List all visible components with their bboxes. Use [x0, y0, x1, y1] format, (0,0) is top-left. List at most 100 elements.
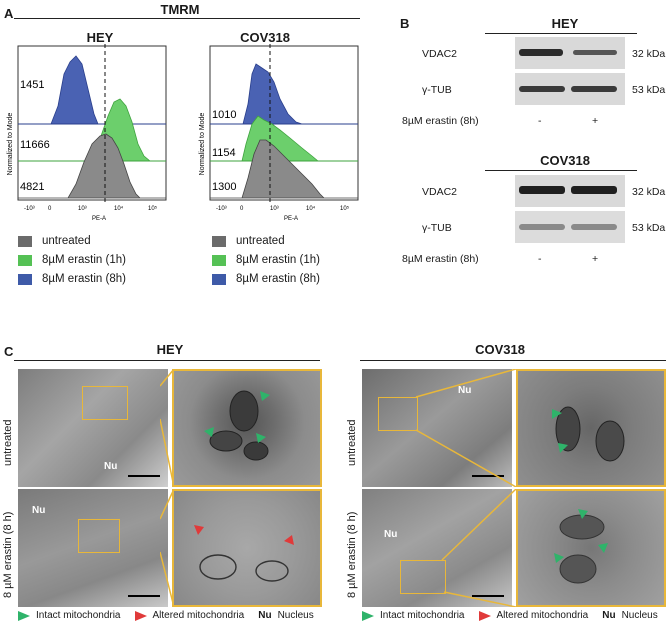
hey-x-axis-label: PE-A: [92, 216, 106, 222]
cov318-y-axis-label: Normalized to Mode: [199, 113, 206, 176]
em-cov318-rule: [360, 360, 666, 361]
cov318-tick-0: -10³: [216, 206, 227, 212]
em-cov318-untreated-zoom-box: [378, 397, 418, 431]
wb-hey-gtub-band-minus: [519, 86, 565, 92]
wb-hey-treatment-label: 8µM erastin (8h): [402, 115, 479, 127]
wb-cov318-vdac2-band-minus: [519, 186, 565, 194]
em-scale-bar: [472, 475, 504, 477]
swatch-8h: [212, 273, 226, 285]
wb-cov318-gtub-blot: [515, 211, 625, 243]
cov318-legend-8h: 8µM erastin (8h): [212, 273, 320, 285]
wb-cov318-gtub-band-plus: [571, 224, 617, 230]
em-hey-untreated-nucleus-label: Nu: [104, 461, 118, 472]
altered-mitochondria-legend-icon: [478, 610, 491, 621]
cov318-histogram-title: COV318: [240, 30, 290, 45]
panel-a-letter: A: [4, 6, 14, 21]
em-cov318-legend: Intact mitochondria Altered mitochondria…: [362, 610, 658, 621]
em-hey-erastin-nucleus-label: Nu: [32, 505, 46, 516]
cov318-histogram: Normalized to Mode 1010 1154 1300 -10³ 0…: [199, 44, 359, 222]
wb-cov318-gtub-band-minus: [519, 224, 565, 230]
em-cov318-untreated-nucleus-label: Nu: [458, 385, 472, 396]
em-hey-rule: [14, 360, 320, 361]
em-hey-untreated-zoom-lines: [160, 369, 175, 487]
altered-mitochondria-arrow: [284, 535, 294, 545]
intact-mitochondria-legend-icon: [362, 610, 374, 621]
cov318-legend-8h-label: 8µM erastin (8h): [236, 273, 320, 285]
cov318-tick-2: 10³: [270, 206, 279, 212]
em-hey-legend: Intact mitochondria Altered mitochondria…: [18, 610, 314, 621]
em-hey-untreated-zoom-box: [82, 386, 128, 420]
wb-hey-plus: +: [592, 115, 599, 127]
hey-value-untreated: 4821: [20, 181, 44, 193]
cov318-x-axis-label: PE-A: [284, 216, 298, 222]
em-hey-untreated-overview: Nu: [18, 369, 168, 487]
em-cov318-erastin-zoom: [516, 489, 666, 607]
wb-hey-rule: [485, 33, 637, 34]
em-cov318-untreated-overview: Nu: [362, 369, 512, 487]
intact-mitochondria-arrow: [578, 509, 588, 519]
altered-mitochondria-legend-icon: [134, 610, 147, 621]
hey-legend-untreated-label: untreated: [42, 235, 91, 247]
em-hey-erastin-overview: Nu: [18, 489, 168, 607]
hey-untreated-histogram-peak: [18, 133, 166, 199]
em-cov318-legend-altered: Altered mitochondria: [496, 610, 589, 621]
em-cov318-erastin-zoom-lines: [441, 489, 516, 607]
hey-legend-8h-label: 8µM erastin (8h): [42, 273, 126, 285]
swatch-1h: [18, 254, 32, 266]
intact-mitochondria-arrow: [554, 553, 564, 563]
em-hey-untreated-mitochondria: [204, 390, 270, 461]
panel-a-rule: [14, 18, 360, 19]
swatch-untreated: [18, 235, 32, 247]
wb-cov318-title: COV318: [540, 153, 590, 168]
hey-tick-1: 0: [48, 206, 52, 212]
swatch-1h: [212, 254, 226, 266]
cov318-value-1h: 1154: [212, 147, 236, 159]
hey-tick-2: 10³: [78, 206, 87, 212]
cov318-value-8h: 1010: [212, 109, 236, 121]
wb-hey-gtub-band-plus: [571, 86, 617, 92]
wb-cov318-vdac2-blot: [515, 175, 625, 207]
em-cov318-erastin-mitochondria: [554, 509, 608, 584]
wb-hey-gtub-blot: [515, 73, 625, 105]
intact-mitochondria-arrow: [204, 427, 214, 437]
em-scale-bar: [128, 475, 160, 477]
em-cov318-untreated-zoom: [516, 369, 666, 487]
altered-mitochondria-arrow: [194, 525, 204, 535]
panel-a-title: TMRM: [160, 2, 200, 17]
em-hey-untreated-zoom: [172, 369, 322, 487]
em-scale-bar: [128, 595, 160, 597]
hey-histogram-title: HEY: [86, 30, 114, 45]
hey-tick-0: -10³: [24, 206, 35, 212]
cov318-legend-1h-label: 8µM erastin (1h): [236, 254, 320, 266]
intact-mitochondria-arrow: [260, 391, 270, 401]
hey-legend-8h: 8µM erastin (8h): [18, 273, 126, 285]
hey-legend-1h-label: 8µM erastin (1h): [42, 254, 126, 266]
intact-mitochondria-arrow: [598, 543, 608, 553]
em-cov318-legend-nucleus: Nucleus: [621, 610, 658, 621]
wb-cov318-rule: [485, 170, 637, 171]
em-cov318-legend-nu: Nu: [602, 610, 616, 621]
wb-cov318-treatment-label: 8µM erastin (8h): [402, 253, 479, 265]
panel-b-letter: B: [400, 16, 410, 31]
em-hey-erastin-zoom-lines: [160, 489, 175, 607]
em-cov318-row2-label: 8 µM erastin (8 h): [346, 511, 358, 598]
em-hey-erastin-mitochondria: [194, 525, 294, 582]
cov318-untreated-histogram-peak: [210, 139, 358, 199]
cov318-tick-1: 0: [240, 206, 244, 212]
intact-mitochondria-arrow: [256, 433, 266, 443]
wb-hey-vdac2-band-minus: [519, 49, 563, 56]
wb-hey-minus: -: [538, 115, 542, 127]
em-cov318-erastin-zoom-box: [400, 560, 446, 594]
em-cov318-erastin-nucleus-label: Nu: [384, 529, 398, 540]
em-hey-legend-nucleus: Nucleus: [277, 610, 314, 621]
em-scale-bar: [472, 595, 504, 597]
em-hey-row1-label: untreated: [2, 419, 14, 466]
cov318-legend-untreated-label: untreated: [236, 235, 285, 247]
cov318-value-untreated: 1300: [212, 181, 236, 193]
em-cov318-untreated-zoom-lines: [415, 369, 516, 487]
wb-hey-vdac2-label: VDAC2: [422, 48, 458, 60]
em-cov318-title: COV318: [475, 342, 525, 357]
wb-cov318-vdac2-kda: 32 kDa: [632, 186, 666, 198]
em-hey-erastin-zoom: [172, 489, 322, 607]
wb-hey-title: HEY: [551, 16, 579, 31]
